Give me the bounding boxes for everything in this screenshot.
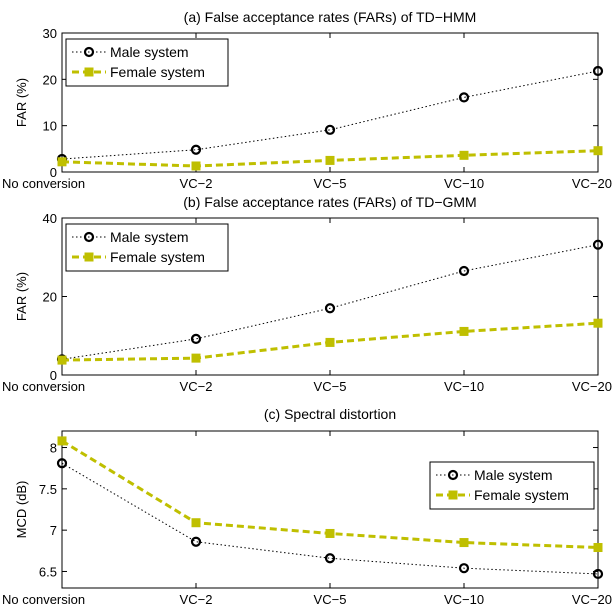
legend-marker-square bbox=[448, 490, 458, 500]
x-tick-label: VC−20 bbox=[572, 592, 612, 607]
x-tick-label: VC−20 bbox=[572, 176, 612, 191]
chart-panel-a: (a) False acceptance rates (FARs) of TD−… bbox=[2, 9, 612, 191]
x-tick-label: VC−10 bbox=[444, 379, 484, 394]
legend-box bbox=[65, 223, 229, 272]
y-tick-label: 20 bbox=[43, 290, 57, 305]
x-tick-label: No conversion bbox=[2, 592, 85, 607]
legend-marker-square bbox=[84, 252, 94, 262]
x-tick-label: No conversion bbox=[2, 176, 85, 191]
y-tick-label: 20 bbox=[43, 72, 57, 87]
chart-panel-c: (c) Spectral distortion MCD (dB) 6.5 7 7.5… bbox=[2, 406, 612, 607]
data-point-female bbox=[325, 337, 335, 347]
x-tick-label: VC−20 bbox=[572, 379, 612, 394]
chart-title: (b) False acceptance rates (FARs) of TD−… bbox=[183, 194, 476, 210]
data-point-female bbox=[593, 543, 603, 553]
x-tick-label: VC−10 bbox=[444, 176, 484, 191]
y-axis-label: FAR (%) bbox=[14, 272, 29, 321]
data-point-male bbox=[458, 92, 470, 103]
data-point-female bbox=[325, 155, 335, 165]
legend-marker-circle bbox=[83, 231, 95, 243]
data-point-male bbox=[458, 265, 470, 277]
legend: Male system Female system bbox=[65, 38, 229, 87]
data-point-male bbox=[324, 303, 336, 314]
legend-label-female: Female system bbox=[474, 487, 569, 503]
x-tick-label: VC−2 bbox=[180, 176, 213, 191]
data-point-male bbox=[190, 333, 202, 344]
data-point-female bbox=[593, 318, 603, 328]
data-point-female bbox=[459, 150, 469, 160]
data-point-male bbox=[56, 458, 68, 469]
y-tick-label: 8 bbox=[50, 441, 57, 456]
data-point-female bbox=[459, 538, 469, 548]
y-tick-label: 6.5 bbox=[39, 564, 57, 579]
y-tick-label: 7 bbox=[50, 523, 57, 538]
plot-area: 6.5 7 7.5 8 No conversion VC−2 VC−5 VC−10 VC−20 bbox=[2, 430, 612, 607]
legend: Male system Female system bbox=[429, 461, 595, 510]
plot-area: 0 10 20 30 No conversion VC−2 VC−5 VC−10 VC−20 bbox=[2, 26, 612, 191]
chart-title: (c) Spectral distortion bbox=[264, 406, 396, 422]
chart-panel-b: (b) False acceptance rates (FARs) of TD−… bbox=[2, 194, 612, 394]
x-tick-label: VC−2 bbox=[180, 379, 213, 394]
y-tick-label: 30 bbox=[43, 26, 57, 41]
data-point-male bbox=[592, 65, 604, 77]
x-tick-label: VC−5 bbox=[314, 592, 347, 607]
legend: Male system Female system bbox=[65, 223, 229, 272]
data-point-male bbox=[190, 144, 202, 155]
data-point-female bbox=[57, 436, 67, 446]
data-point-female bbox=[191, 518, 201, 528]
legend-label-male: Male system bbox=[474, 467, 553, 483]
legend-marker-square bbox=[84, 67, 94, 77]
legend-label-male: Male system bbox=[110, 229, 189, 245]
plot-area: 0 20 40 No conversion VC−2 VC−5 VC−10 VC−20 bbox=[2, 211, 612, 394]
x-tick-label: VC−5 bbox=[314, 176, 347, 191]
y-axis-label: FAR (%) bbox=[14, 78, 29, 127]
y-tick-label: 10 bbox=[43, 119, 57, 134]
y-tick-label: 7.5 bbox=[39, 482, 57, 497]
series-line-male bbox=[61, 244, 599, 360]
legend-label-female: Female system bbox=[110, 249, 205, 265]
data-point-male bbox=[324, 124, 336, 135]
data-point-female bbox=[191, 353, 201, 363]
data-point-female bbox=[593, 146, 603, 156]
data-point-male bbox=[458, 563, 470, 574]
chart-title: (a) False acceptance rates (FARs) of TD−… bbox=[184, 9, 477, 25]
data-point-female bbox=[57, 157, 67, 167]
x-tick-label: VC−2 bbox=[180, 592, 213, 607]
series-line-male bbox=[61, 462, 599, 575]
data-point-male bbox=[190, 536, 202, 547]
y-tick-label: 0 bbox=[50, 368, 57, 383]
legend-label-male: Male system bbox=[110, 44, 189, 60]
legend-marker-circle bbox=[83, 46, 95, 58]
series-line-male bbox=[61, 70, 599, 160]
data-point-female bbox=[57, 355, 67, 365]
data-point-female bbox=[191, 161, 201, 171]
y-tick-label: 40 bbox=[43, 211, 57, 226]
legend-marker-circle bbox=[447, 469, 459, 481]
legend-label-female: Female system bbox=[110, 64, 205, 80]
data-point-female bbox=[459, 326, 469, 336]
x-tick-label: VC−5 bbox=[314, 379, 347, 394]
data-point-female bbox=[325, 528, 335, 538]
legend-box bbox=[429, 461, 595, 510]
x-tick-label: VC−10 bbox=[444, 592, 484, 607]
data-point-male bbox=[592, 239, 604, 250]
data-point-male bbox=[592, 568, 604, 580]
data-point-male bbox=[324, 553, 336, 564]
y-tick-label: 0 bbox=[50, 165, 57, 180]
y-axis-label: MCD (dB) bbox=[14, 481, 29, 539]
legend-box bbox=[65, 38, 229, 87]
x-tick-label: No conversion bbox=[2, 379, 85, 394]
